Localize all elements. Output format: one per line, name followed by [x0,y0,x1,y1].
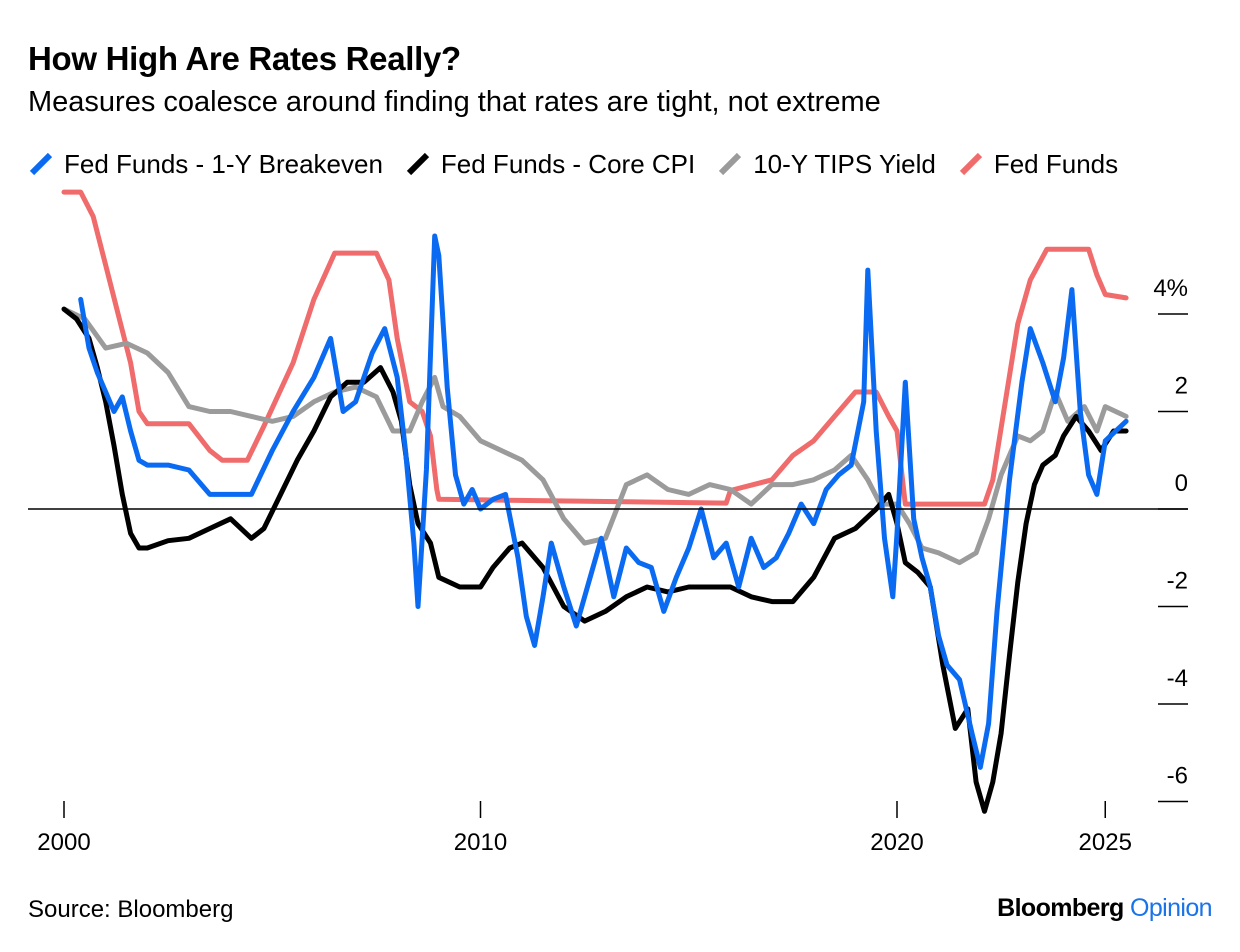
x-tick-label: 2010 [454,829,507,856]
y-tick-label: 2 [1175,373,1188,400]
x-tick-label: 2025 [1079,829,1132,856]
series-layer [61,189,1129,814]
series-line-fed-funds-1-y-breakeven [78,233,1129,770]
series-line-fed-funds [61,189,1129,507]
y-tick-label: -2 [1167,568,1188,595]
brand-sub: Opinion [1130,894,1213,922]
chart-title: How High Are Rates Really? [28,40,461,77]
legend-item-fed-funds: Fed Funds [958,149,1118,180]
brand-name: Bloomberg [997,894,1124,922]
axis-layer: 4% 2 0 -2 -4 -6 2000 2010 2020 2025 [28,275,1188,856]
legend-label-fed-funds-core-cpi: Fed Funds - Core CPI [440,148,696,179]
y-tick-label: -6 [1167,763,1188,790]
y-tick-label: -4 [1167,665,1188,692]
brand-logo: Bloomberg Opinion [997,894,1212,923]
legend-item-tips-10y: 10-Y TIPS Yield [717,149,936,180]
legend-swatch-fed-funds-core-cpi [406,152,430,176]
chart-subtitle: Measures coalesce around finding that ra… [28,86,881,118]
legend-label-tips-10y: 10-Y TIPS Yield [753,148,936,179]
series-line-fed-funds-core-cpi [61,306,1129,814]
series-line-10-y-tips-yield [61,306,1129,566]
legend-item-fed-funds-core-cpi: Fed Funds - Core CPI [405,149,695,180]
legend-swatch-fed-funds [959,152,982,176]
legend-label-fed-funds: Fed Funds [993,148,1119,179]
legend-swatch-tips-10y [719,152,742,176]
source-note: Source: Bloomberg [28,896,234,923]
legend-item-fed-funds-1y-breakeven: Fed Funds - 1-Y Breakeven [28,149,383,180]
legend-swatch-fed-funds-1y-breakeven [29,152,53,176]
y-tick-label: 4% [1153,275,1188,302]
legend-label-fed-funds-1y-breakeven: Fed Funds - 1-Y Breakeven [64,148,383,179]
x-tick-label: 2000 [37,829,90,856]
chart-legend: Fed Funds - 1-Y Breakeven Fed Funds - Co… [28,146,1140,182]
x-tick-label: 2020 [870,829,923,856]
y-tick-label: 0 [1175,470,1188,497]
